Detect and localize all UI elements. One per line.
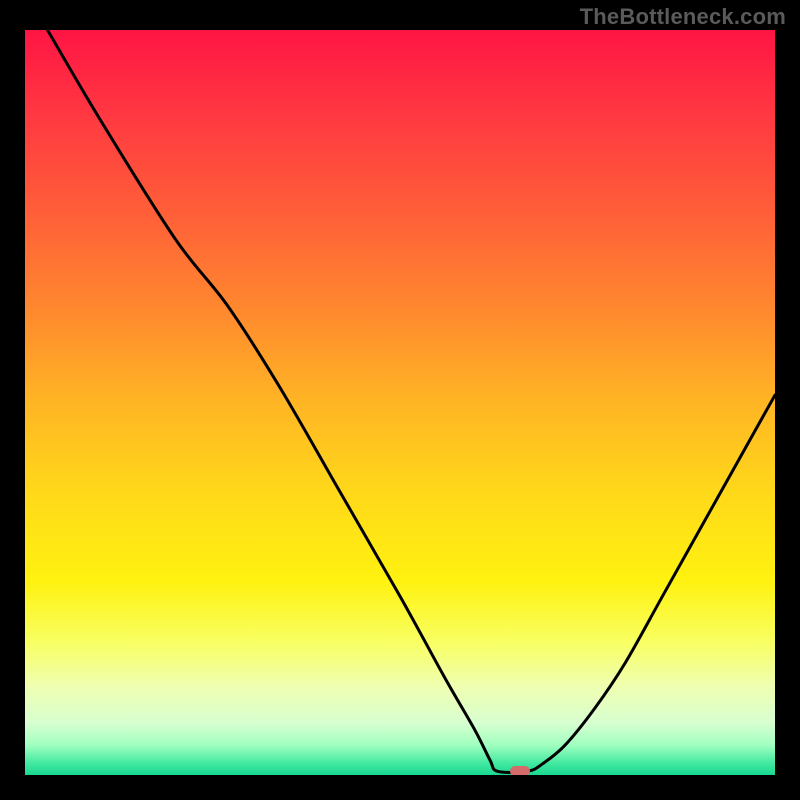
- minimum-marker: [510, 766, 530, 775]
- plot-area: [25, 30, 775, 775]
- bottleneck-curve: [48, 30, 776, 772]
- watermark-text: TheBottleneck.com: [580, 4, 786, 30]
- chart-container: TheBottleneck.com: [0, 0, 800, 800]
- curve-layer: [25, 30, 775, 775]
